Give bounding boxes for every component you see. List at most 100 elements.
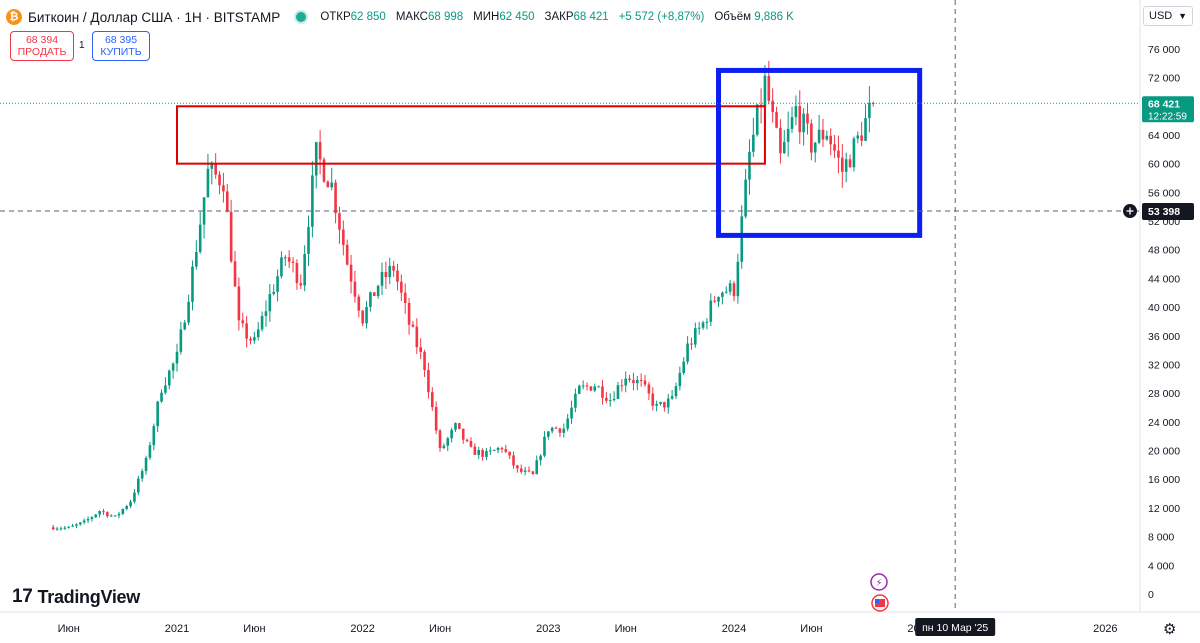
x-tick-label: 2024 [722,623,746,635]
candle-body [314,142,318,176]
candle-body [396,270,399,282]
chevron-down-icon: ▼ [1178,11,1187,21]
candle-body [129,501,132,507]
candle-body [202,197,206,225]
candle-body [825,135,829,140]
x-tick-label: 2026 [1093,623,1117,635]
candle-body [156,401,159,427]
candle-body [318,142,322,160]
candle-body [585,385,589,387]
y-tick-label: 4 000 [1148,560,1174,572]
x-tick-label: 2021 [165,623,189,635]
candle-body [651,393,655,406]
candle-body [183,322,187,330]
candle-body [744,179,747,217]
candle-body [674,386,678,397]
candle-body [577,385,581,394]
tradingview-icon: 17 [12,586,33,607]
candle-body [210,164,214,169]
spread-value: 1 [79,40,85,51]
candle-body [550,427,554,432]
candle-body [752,134,755,152]
us-flag-canton [875,599,879,603]
candle-body [844,159,848,172]
candle-body [392,265,395,271]
current-price-value: 68 421 [1148,98,1180,110]
candle-body [612,398,616,401]
candle-body [782,141,786,154]
candle-body [326,181,330,188]
y-tick-label: 44 000 [1148,273,1180,285]
resistance-box-red [176,105,766,165]
tradingview-logo[interactable]: 17 TradingView [12,586,140,608]
gear-icon[interactable]: ⚙ [1163,621,1177,638]
market-status-icon[interactable] [296,12,307,22]
candle-body [635,379,639,384]
low-value: 62 450 [499,11,535,23]
candle-body [264,311,268,316]
candle-body [167,370,171,386]
sell-button[interactable]: 68 394 ПРОДАТЬ [10,31,74,61]
candle-body [113,515,117,517]
candle-body [253,337,256,341]
y-tick-label: 76 000 [1148,44,1180,56]
candle-body [794,106,798,118]
candle-body [504,449,508,452]
y-tick-label: 20 000 [1148,446,1180,458]
candle-body [767,75,771,101]
candle-body [868,102,871,119]
candle-body [214,164,217,175]
candle-body [171,363,175,371]
candle-body [249,338,252,341]
candle-body [140,471,144,479]
candle-body [450,429,453,439]
candle-body [241,320,245,324]
candle-body [71,525,74,527]
candle-body [798,106,802,133]
bar-countdown: 12:22:59 [1148,111,1187,122]
lightning-event-icon [870,573,888,591]
candle-body [434,407,438,431]
x-tick-label: Июн [58,623,80,635]
candle-body [299,283,303,286]
candle-body [705,321,709,323]
high-label: МАКС [395,11,428,23]
candle-body [852,138,856,168]
symbol-header[interactable]: ₿ Биткоин / Доллар США · 1Н · BITSTAMP О… [6,8,794,26]
candle-body [543,436,546,456]
candle-body [620,385,624,387]
candle-body [605,397,608,401]
symbol-title[interactable]: Биткоин / Доллар США · 1Н · BITSTAMP [28,9,281,25]
candle-body [473,446,477,455]
x-tick-label: 2023 [536,623,560,635]
candle-body [697,327,701,329]
candle-body [430,392,434,408]
candle-body [206,168,210,198]
candle-body [86,519,90,521]
candle-body [775,112,778,128]
candle-body [164,385,167,393]
candle-body [461,428,465,440]
candle-body [601,386,604,398]
candle-body [864,118,867,141]
candle-body [558,428,562,433]
candle-body [295,262,299,284]
candle-body [357,296,361,311]
candle-body [423,351,426,370]
candle-body [647,384,651,394]
buy-label: КУПИТЬ [100,46,142,58]
candle-body [63,527,67,529]
candle-body [225,191,229,212]
candle-body [539,455,542,461]
candle-body [489,450,492,452]
buy-button[interactable]: 68 395 КУПИТЬ [92,31,150,61]
volume-value: 9,886 K [754,11,794,23]
candle-body [334,182,337,214]
candle-body [721,292,724,297]
candle-body [554,427,558,429]
candle-body [570,407,573,419]
candle-body [75,524,78,526]
candle-body [469,441,473,447]
currency-select[interactable]: USD ▼ [1143,6,1193,26]
